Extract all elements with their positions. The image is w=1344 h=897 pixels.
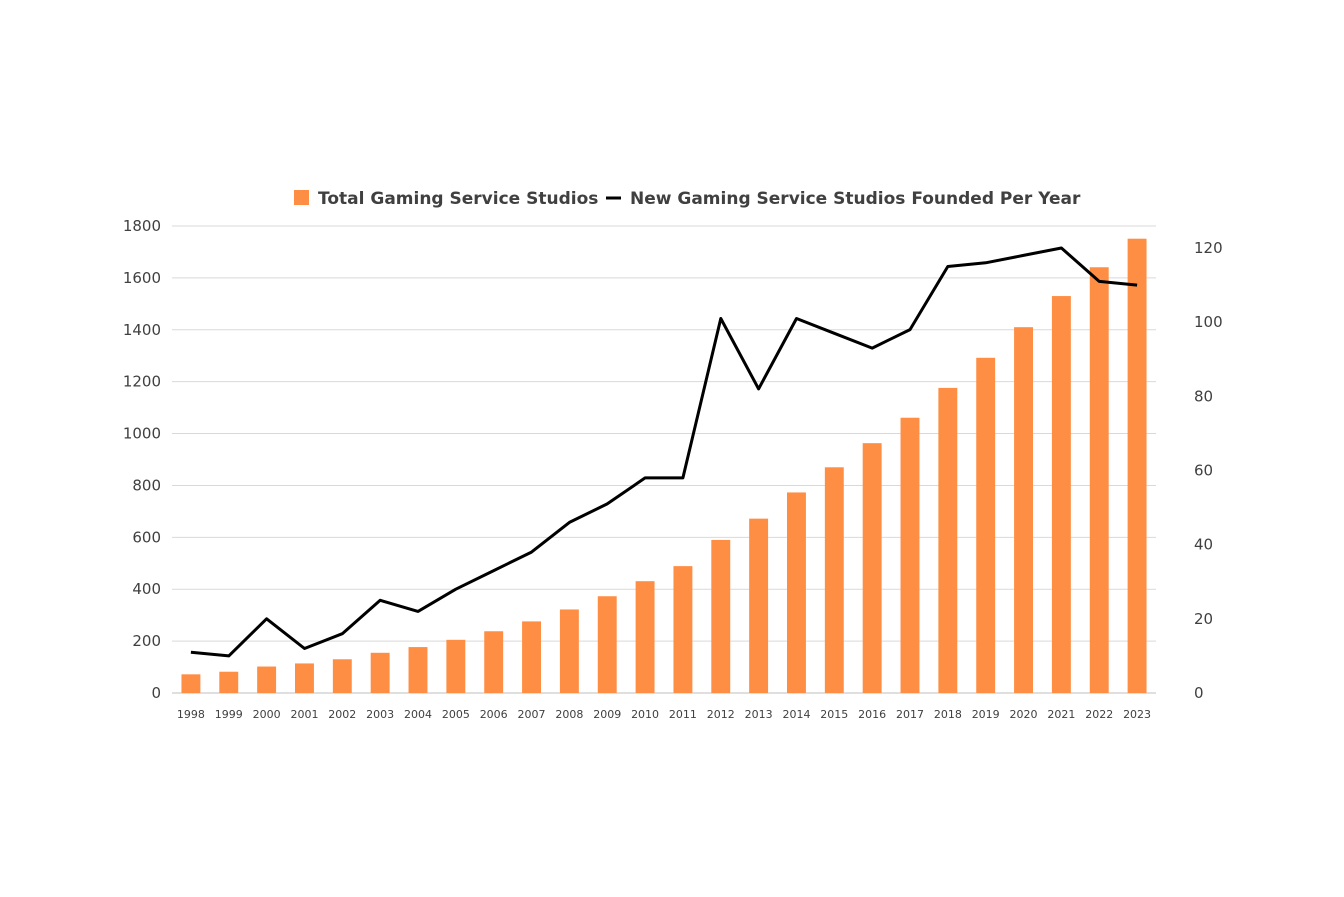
bar-total-studios: [1014, 327, 1033, 693]
x-axis-tick-label: 2008: [555, 708, 583, 721]
x-axis-tick-label: 2021: [1047, 708, 1075, 721]
bar-total-studios: [446, 639, 466, 693]
x-axis-tick-label: 2005: [442, 708, 470, 721]
legend-label-new: New Gaming Service Studios Founded Per Y…: [630, 189, 1081, 209]
legend-label-total: Total Gaming Service Studios: [318, 189, 598, 209]
bar-total-studios: [1089, 267, 1109, 693]
x-axis-tick-label: 2000: [253, 708, 281, 721]
bar-total-studios: [295, 663, 314, 693]
right-axis-tick-label: 20: [1194, 610, 1213, 628]
bar-total-studios: [1051, 296, 1071, 693]
x-axis-tick-label: 2002: [328, 708, 356, 721]
bar-total-studios: [484, 631, 504, 693]
right-axis-tick-label: 60: [1194, 462, 1213, 480]
left-axis-tick-label: 1400: [123, 321, 161, 339]
bar-total-studios: [522, 621, 541, 693]
bar-series: [181, 238, 1147, 694]
bar-total-studios: [181, 674, 201, 693]
x-axis-tick-label: 2017: [896, 708, 924, 721]
bar-total-studios: [257, 666, 277, 693]
x-axis-tick-label: 2023: [1123, 708, 1151, 721]
x-axis-tick-label: 2006: [480, 708, 508, 721]
bar-total-studios: [787, 492, 806, 693]
left-axis-tick-label: 0: [151, 684, 161, 702]
legend-swatch-total: [294, 190, 309, 205]
left-axis-tick-label: 400: [132, 580, 161, 598]
line-series: [190, 246, 1138, 658]
bar-total-studios: [976, 357, 996, 693]
x-axis-tick-label: 2020: [1010, 708, 1038, 721]
bar-total-studios: [635, 581, 655, 693]
line-new-studios: [190, 246, 1138, 658]
left-axis-ticks: 0 200 400 600 800 1000 1200 1400 1600 1800: [123, 217, 161, 702]
x-axis-tick-label: 2004: [404, 708, 432, 721]
bar-total-studios: [559, 609, 579, 693]
x-axis-tick-label: 1999: [215, 708, 243, 721]
bar-total-studios: [332, 659, 352, 693]
bar-total-studios: [824, 467, 844, 693]
bar-total-studios: [597, 596, 617, 693]
x-axis-tick-label: 2015: [820, 708, 848, 721]
x-axis-tick-label: 2016: [858, 708, 886, 721]
right-axis-tick-label: 40: [1194, 536, 1213, 554]
bar-total-studios: [749, 518, 769, 693]
right-axis-tick-label: 0: [1194, 684, 1204, 702]
right-axis-tick-label: 120: [1194, 239, 1223, 257]
gridlines: [172, 225, 1156, 694]
x-axis-tick-label: 2019: [972, 708, 1000, 721]
x-axis-tick-label: 2012: [707, 708, 735, 721]
x-axis-tick-label: 2018: [934, 708, 962, 721]
bar-total-studios: [219, 671, 239, 693]
bar-total-studios: [938, 387, 958, 693]
bar-total-studios: [862, 443, 882, 693]
right-axis-tick-label: 80: [1194, 387, 1213, 405]
right-axis-tick-label: 100: [1194, 313, 1223, 331]
bar-total-studios: [711, 539, 731, 693]
right-axis-ticks: 0 20 40 60 80 100 120: [1194, 239, 1223, 702]
bar-total-studios: [900, 417, 920, 693]
x-axis-tick-label: 2014: [782, 708, 810, 721]
left-axis-tick-label: 200: [132, 632, 161, 650]
bar-total-studios: [408, 647, 428, 693]
left-axis-tick-label: 1000: [123, 425, 161, 443]
bar-total-studios: [673, 566, 693, 693]
left-axis-tick-label: 1600: [123, 269, 161, 287]
left-axis-tick-label: 800: [132, 476, 161, 494]
x-axis-tick-label: 2010: [631, 708, 659, 721]
x-axis-tick-label: 2007: [518, 708, 546, 721]
x-axis-tick-label: 2022: [1085, 708, 1113, 721]
bar-total-studios: [1127, 238, 1147, 694]
x-axis-tick-label: 2001: [290, 708, 318, 721]
x-axis-ticks: 1998 1999 2000 2001 2002 2003 2004 2005 2006 2007…: [177, 708, 1151, 721]
x-axis-tick-label: 2009: [593, 708, 621, 721]
x-axis-tick-label: 2011: [669, 708, 697, 721]
left-axis-tick-label: 1200: [123, 373, 161, 391]
bar-total-studios: [370, 652, 390, 693]
x-axis-tick-label: 2013: [745, 708, 773, 721]
legend: Total Gaming Service Studios New Gaming …: [294, 189, 1081, 209]
left-axis-tick-label: 1800: [123, 217, 161, 235]
x-axis-tick-label: 2003: [366, 708, 394, 721]
left-axis-tick-label: 600: [132, 528, 161, 546]
x-axis-tick-label: 1998: [177, 708, 205, 721]
